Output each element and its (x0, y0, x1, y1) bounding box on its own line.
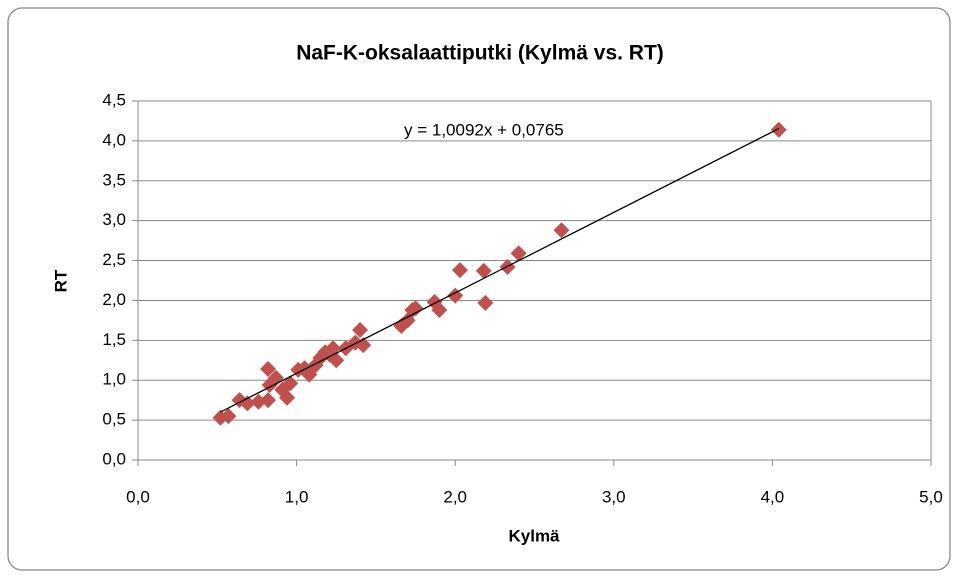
y-axis-label: RT (51, 269, 70, 292)
point (279, 389, 296, 406)
trendline-equation: y = 1,0092x + 0,0765 (404, 120, 564, 139)
trendline (220, 128, 780, 413)
y-tick-label: 4,5 (102, 90, 126, 109)
plot-area (137, 100, 932, 461)
point (407, 300, 424, 317)
y-tick-label: 1,0 (102, 370, 126, 389)
point (431, 302, 448, 319)
point (282, 375, 299, 392)
chart-border (7, 7, 951, 571)
x-tick-label: 3,0 (602, 487, 626, 506)
point (220, 408, 237, 425)
chart-title: NaF-K-oksalaattiputki (Kylmä vs. RT) (296, 42, 664, 65)
point (260, 361, 277, 378)
y-tick-label: 2,0 (102, 290, 126, 309)
y-tick-label: 3,0 (102, 210, 126, 229)
y-tick-label: 0,0 (102, 449, 126, 468)
point (770, 121, 787, 138)
point (510, 245, 527, 262)
x-tick-label: 2,0 (443, 487, 467, 506)
y-tick-label: 1,5 (102, 330, 126, 349)
y-tick-label: 2,5 (102, 250, 126, 269)
x-tick-label: 4,0 (761, 487, 785, 506)
point (553, 222, 570, 239)
y-tick-label: 3,5 (102, 170, 126, 189)
point (352, 321, 369, 338)
point (451, 262, 468, 279)
point (447, 287, 464, 304)
x-tick-label: 1,0 (285, 487, 309, 506)
point (328, 352, 345, 369)
point (477, 294, 494, 311)
point (260, 392, 277, 409)
x-tick-label: 5,0 (919, 487, 943, 506)
y-tick-label: 4,0 (102, 130, 126, 149)
point (475, 262, 492, 279)
point (239, 395, 256, 412)
y-tick-label: 0,5 (102, 410, 126, 429)
x-axis-label: Kylmä (508, 526, 560, 545)
x-tick-label: 0,0 (126, 487, 150, 506)
